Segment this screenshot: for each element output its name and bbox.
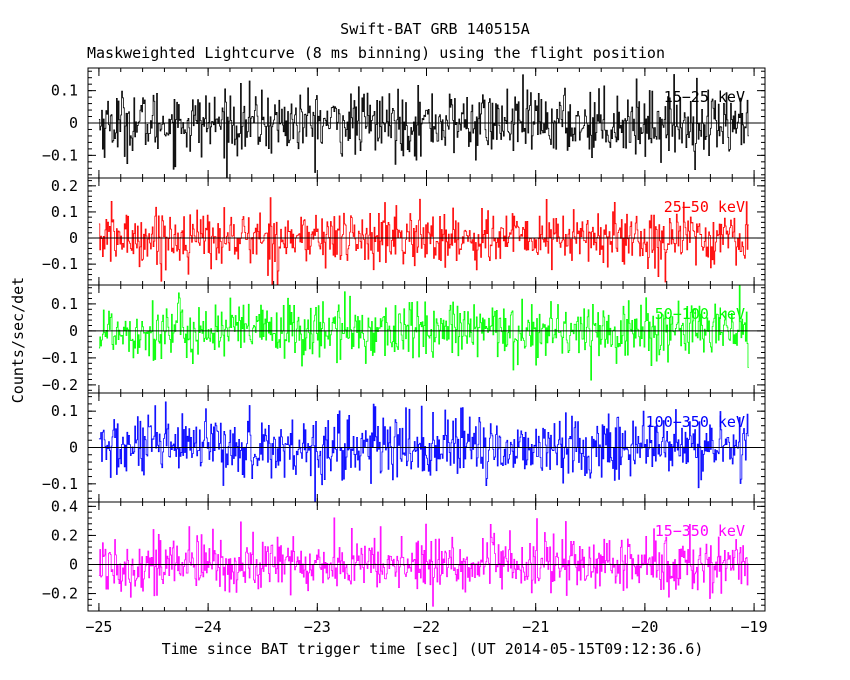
x-tick-label: −21 [522,618,549,636]
y-tick-label: 0 [69,322,78,340]
panel-energy-label: 15−25 keV [664,88,745,106]
y-tick-label: −0.1 [42,349,78,367]
x-tick-label: −20 [631,618,658,636]
panel-15-25-kev: −0.1 0 0.1 15−25 keV [42,67,766,179]
panel-100-350-kev: −0.1 0 0.1 100−350 keV [42,392,766,503]
lightcurve-series [98,197,749,285]
y-tick-label: 0 [69,555,78,573]
x-tick-label: −25 [85,618,112,636]
y-tick-label: −0.1 [42,255,78,273]
panel-25-50-kev: −0.1 0 0.1 0.2 25−50 keV [42,177,766,286]
y-tick-label: 0.1 [51,82,78,100]
y-tick-label: −0.2 [42,585,78,603]
panel-energy-label: 15−350 keV [655,522,745,540]
y-tick-label: 0.1 [51,203,78,221]
lightcurve-series [98,517,749,607]
panel-energy-label: 25−50 keV [664,198,745,216]
chart-subtitle: Maskweighted Lightcurve (8 ms binning) u… [87,44,665,62]
lightcurve-series [98,74,749,178]
chart-title: Swift-BAT GRB 140515A [340,20,530,38]
y-tick-label: −0.1 [42,475,78,493]
y-tick-label: −0.1 [42,146,78,164]
y-tick-label: 0.2 [51,177,78,195]
x-tick-label: −24 [195,618,222,636]
y-tick-label: 0 [69,439,78,457]
panel-15-350-kev: −0.2 0 0.2 0.4 15−350 keV [42,497,766,612]
y-tick-label: 0.1 [51,295,78,313]
panel-energy-label: 100−350 keV [646,413,745,431]
panel-energy-label: 50−100 keV [655,305,745,323]
lightcurve-series [98,285,749,381]
y-tick-label: 0 [69,229,78,247]
x-axis-label: Time since BAT trigger time [sec] (UT 20… [161,640,704,658]
y-tick-label: 0.2 [51,526,78,544]
y-tick-label: 0.1 [51,402,78,420]
y-axis-label: Counts/sec/det [9,276,27,404]
panel-50-100-kev: −0.2 −0.1 0 0.1 50−100 keV [42,284,766,394]
y-tick-label: 0.4 [51,497,78,515]
lightcurve-series [98,401,749,502]
x-tick-label: −22 [413,618,440,636]
y-tick-label: −0.2 [42,376,78,394]
x-tick-label: −23 [304,618,331,636]
x-tick-label: −19 [741,618,768,636]
y-tick-label: 0 [69,114,78,132]
